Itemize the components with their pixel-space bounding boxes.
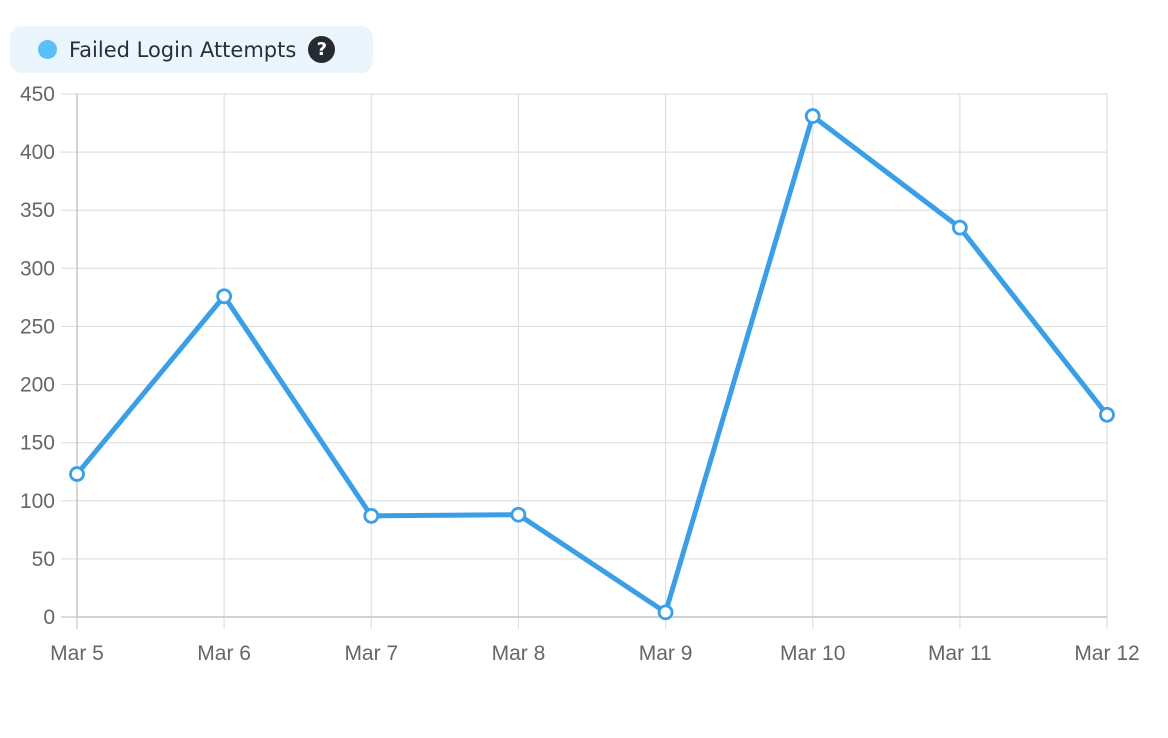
x-tick-label: Mar 10 (780, 642, 845, 665)
data-point[interactable] (1099, 406, 1115, 423)
y-tick-label: 400 (20, 141, 55, 164)
data-point[interactable] (69, 466, 85, 482)
y-tick-label: 200 (20, 374, 55, 397)
question-mark-icon[interactable]: ? (308, 36, 336, 63)
x-tick-label: Mar 7 (344, 642, 398, 665)
legend-label: Failed Login Attempts (69, 37, 297, 62)
legend[interactable]: Failed Login Attempts ? (10, 26, 373, 73)
y-tick-label: 450 (20, 83, 55, 106)
y-tick-label: 0 (43, 606, 55, 629)
x-tick-label: Mar 6 (197, 642, 251, 665)
data-point[interactable] (951, 219, 968, 236)
data-point[interactable] (363, 507, 380, 524)
y-tick-label: 100 (20, 490, 55, 513)
x-tick-label: Mar 9 (639, 642, 693, 665)
data-point[interactable] (216, 288, 233, 305)
y-tick-label: 300 (20, 257, 55, 280)
series-failed-login-attempts (74, 113, 1110, 615)
y-axis-tick-labels: 0 50 100 150 200 250 300 350 400 450 (20, 83, 55, 629)
data-points[interactable] (69, 108, 1115, 621)
x-tick-label: Mar 5 (50, 642, 104, 665)
y-tick-label: 150 (20, 432, 55, 455)
legend-color-swatch (38, 40, 57, 59)
x-axis-tick-labels: Mar 5 Mar 6 Mar 7 Mar 8 Mar 9 Mar 10 Mar 11 Mar… (50, 642, 1140, 665)
x-tick-label: Mar 12 (1074, 642, 1139, 665)
y-tick-label: 350 (20, 199, 55, 222)
axes (76, 94, 1107, 618)
series-line (74, 113, 1110, 615)
grid (61, 93, 1108, 629)
y-tick-label: 250 (20, 315, 55, 338)
data-point[interactable] (510, 506, 527, 523)
y-tick-label: 50 (32, 548, 55, 571)
x-tick-label: Mar 11 (928, 642, 992, 665)
data-point[interactable] (657, 604, 674, 621)
x-tick-label: Mar 8 (492, 642, 546, 665)
data-point[interactable] (804, 108, 821, 124)
